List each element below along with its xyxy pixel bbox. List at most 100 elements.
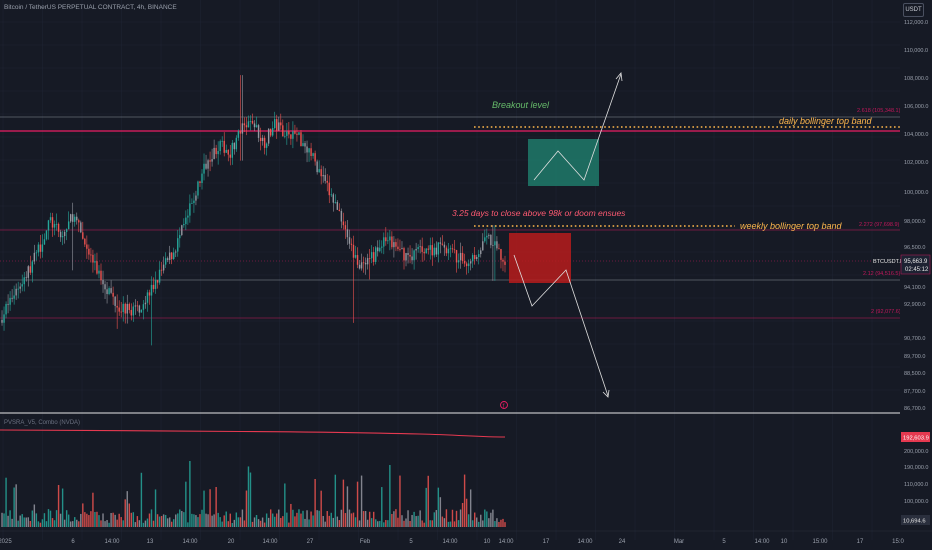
volume-bar: [130, 512, 133, 527]
volume-bar: [328, 515, 330, 527]
volume-bar: [245, 490, 248, 527]
volume-bar: [126, 491, 128, 527]
candle-body: [354, 255, 357, 258]
volume-bar: [35, 513, 38, 527]
candle-body: [302, 143, 304, 147]
price-tick: 104,000.0: [904, 132, 928, 138]
volume-bar: [154, 489, 157, 527]
candle-body: [211, 159, 213, 162]
volume-bar: [209, 489, 211, 527]
candle-body: [471, 255, 474, 262]
candle-body: [413, 250, 415, 261]
volume-bar: [433, 512, 436, 527]
volume-bar: [142, 522, 145, 527]
candle-body: [296, 133, 298, 135]
candle-body: [421, 246, 423, 252]
volume-bar: [383, 522, 385, 527]
volume-bar: [296, 512, 298, 527]
time-tick: 13: [147, 539, 154, 545]
volume-bar: [269, 509, 272, 527]
candle-body: [352, 244, 355, 258]
candle-body: [152, 284, 155, 289]
candle-body: [391, 236, 393, 248]
candle-body: [59, 231, 62, 238]
candle-body: [461, 252, 464, 261]
volume-bar: [88, 515, 90, 527]
volume-bar: [47, 509, 50, 527]
candle-body: [241, 123, 244, 134]
candle-body: [362, 262, 365, 264]
volume-bar: [320, 490, 322, 527]
candle-body: [98, 270, 100, 274]
time-tick: 15:0: [892, 539, 904, 545]
candle-body: [271, 128, 274, 136]
price-tick: 88,500.0: [904, 371, 925, 377]
candle-body: [23, 277, 25, 285]
volume-bar: [59, 513, 62, 527]
candle-body: [308, 148, 310, 153]
volume-bar: [164, 514, 167, 527]
volume-bar: [346, 486, 349, 527]
volume-bar: [338, 520, 341, 527]
volume-bar: [415, 516, 417, 527]
candle-body: [482, 241, 484, 251]
candle-body: [490, 234, 492, 246]
volume-bar: [308, 519, 310, 527]
time-axis[interactable]: 2025 6 14:00 13 14:00 20 14:00 27 Feb 5 14:00 10 14:…: [0, 530, 932, 545]
time-tick: 24: [619, 539, 626, 545]
currency-button[interactable]: USDT: [903, 3, 924, 17]
fib-2272-label: 2.272 (97,698.9): [859, 222, 900, 228]
candle-body: [33, 252, 36, 262]
candle-body: [80, 222, 82, 233]
volume-bar: [229, 513, 231, 527]
red-scenario-box[interactable]: [509, 233, 571, 283]
volume-bar: [304, 518, 306, 527]
candle-body: [160, 269, 163, 271]
symbol-title[interactable]: Bitcoin / TetherUS PERPETUAL CONTRACT, 4…: [4, 4, 177, 11]
volume-bar: [439, 497, 442, 527]
candle-body: [140, 309, 143, 313]
candle-body: [223, 140, 225, 153]
volume-bar: [100, 520, 102, 527]
volume-bar: [134, 522, 137, 527]
indicator-label[interactable]: PVSRA_V5, Combo (NVDA): [4, 420, 81, 426]
volume-bar: [469, 489, 472, 527]
candle-body: [43, 239, 46, 245]
candle-body: [189, 203, 191, 216]
candle-body: [239, 131, 242, 134]
volume-bar: [340, 509, 343, 527]
volume-bar: [467, 514, 470, 527]
volume-bar: [152, 520, 155, 527]
candle-body: [504, 261, 506, 265]
volume-bar: [435, 510, 438, 527]
indicator-last-badge-bg: [901, 515, 930, 525]
candle-body: [439, 242, 442, 244]
timer-badge: 02:45:12: [905, 267, 929, 273]
arrow-up-head: [615, 72, 623, 82]
candle-body: [53, 224, 56, 228]
indicator-line: [0, 429, 506, 438]
volume-bar: [381, 487, 383, 527]
price-tick: 108,000.0: [904, 76, 928, 82]
volume-bar: [407, 510, 409, 527]
candle-body: [409, 254, 411, 257]
green-scenario-box[interactable]: [528, 139, 599, 186]
volume-bar: [423, 522, 425, 527]
annotations[interactable]: Breakout level daily bollinger top band …: [452, 72, 930, 410]
volume-bar: [23, 517, 25, 527]
candle-body: [108, 288, 110, 295]
event-marker-icon[interactable]: [500, 401, 508, 409]
volume-bar: [421, 520, 423, 527]
price-tick: 87,700.0: [904, 389, 925, 395]
volume-bar: [253, 517, 256, 527]
volume-bar: [457, 520, 460, 527]
candle-body: [467, 263, 470, 267]
candle-body: [435, 247, 438, 255]
volume-bar: [235, 512, 238, 527]
volume-bar: [203, 490, 205, 527]
candle-body: [82, 232, 84, 239]
candle-body: [217, 151, 219, 155]
candle-body: [312, 153, 314, 156]
volume-bar: [405, 518, 407, 527]
